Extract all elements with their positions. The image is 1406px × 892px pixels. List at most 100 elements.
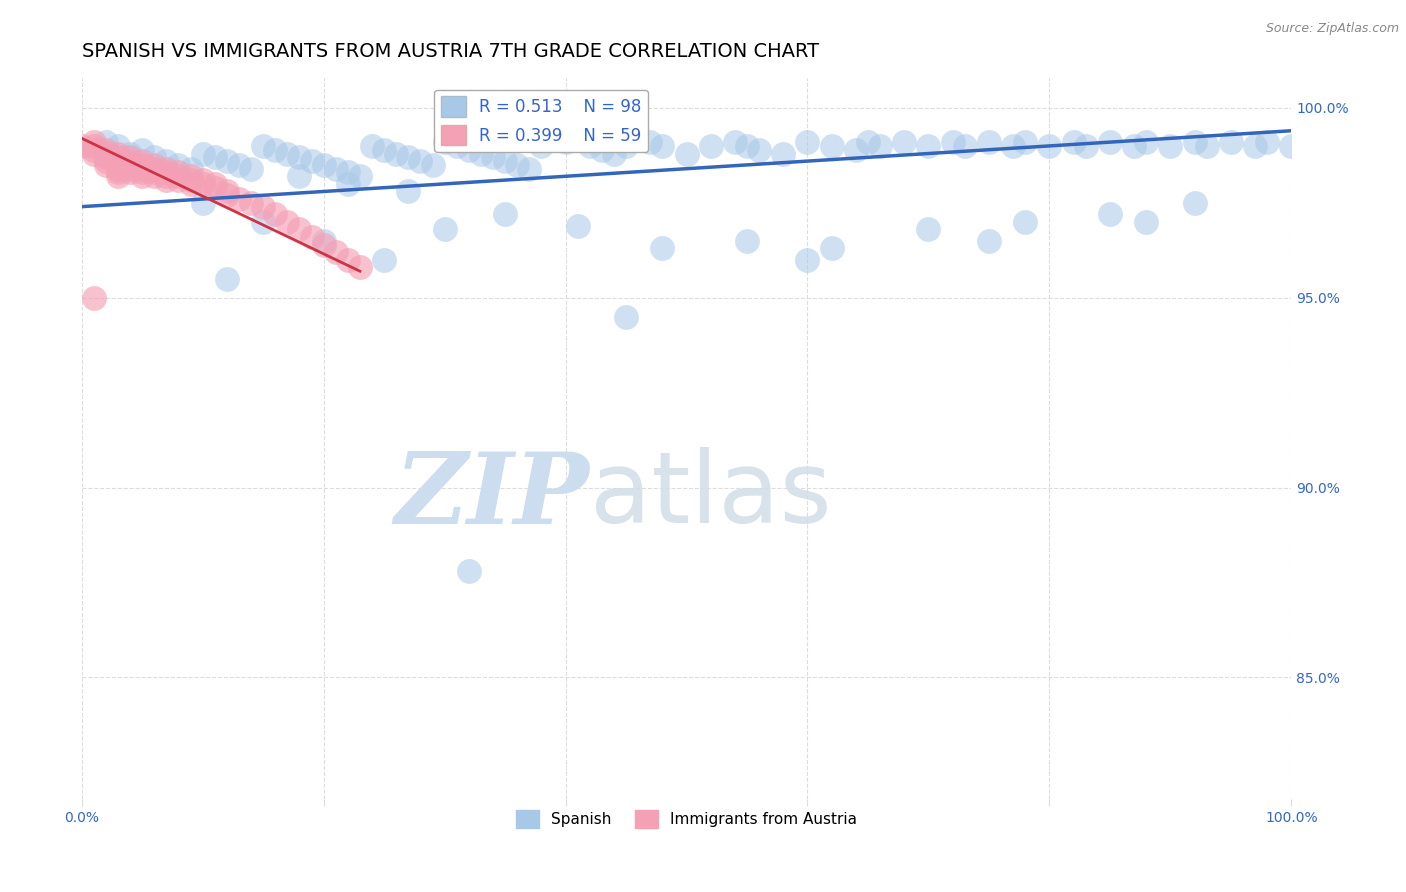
Point [893, 135, 915, 149]
Point [191, 146, 214, 161]
Text: Source: ZipAtlas.com: Source: ZipAtlas.com [1265, 22, 1399, 36]
Point [917, 139, 939, 153]
Point [614, 310, 637, 324]
Point [1135, 215, 1157, 229]
Point [191, 195, 214, 210]
Point [107, 161, 129, 176]
Point [107, 150, 129, 164]
Point [155, 173, 177, 187]
Point [215, 272, 238, 286]
Point [240, 161, 263, 176]
Point [724, 135, 747, 149]
Text: SPANISH VS IMMIGRANTS FROM AUSTRIA 7TH GRADE CORRELATION CHART: SPANISH VS IMMIGRANTS FROM AUSTRIA 7TH G… [82, 42, 818, 61]
Point [143, 158, 166, 172]
Point [131, 158, 153, 172]
Point [107, 169, 129, 184]
Point [180, 161, 202, 176]
Point [83, 291, 105, 305]
Point [131, 154, 153, 169]
Point [869, 139, 891, 153]
Point [349, 169, 371, 184]
Point [143, 150, 166, 164]
Point [1098, 135, 1121, 149]
Point [675, 146, 697, 161]
Point [554, 135, 576, 149]
Point [396, 150, 419, 164]
Point [1074, 139, 1097, 153]
Point [772, 146, 794, 161]
Point [180, 177, 202, 191]
Point [1014, 135, 1036, 149]
Point [191, 173, 214, 187]
Point [336, 165, 359, 179]
Point [94, 143, 117, 157]
Point [953, 139, 976, 153]
Point [1135, 135, 1157, 149]
Point [131, 143, 153, 157]
Point [167, 165, 190, 179]
Point [494, 154, 516, 169]
Point [796, 252, 818, 267]
Point [83, 139, 105, 153]
Point [1184, 195, 1206, 210]
Point [1038, 139, 1060, 153]
Point [312, 158, 335, 172]
Point [252, 200, 274, 214]
Point [651, 241, 673, 255]
Point [228, 158, 250, 172]
Point [325, 161, 347, 176]
Point [651, 139, 673, 153]
Point [143, 161, 166, 176]
Point [409, 154, 432, 169]
Point [325, 245, 347, 260]
Point [180, 169, 202, 184]
Point [120, 154, 142, 169]
Point [373, 252, 395, 267]
Point [288, 222, 311, 236]
Text: ZIP: ZIP [395, 448, 589, 544]
Point [614, 139, 637, 153]
Point [143, 165, 166, 179]
Point [977, 234, 1000, 248]
Point [94, 150, 117, 164]
Point [638, 135, 661, 149]
Point [603, 146, 626, 161]
Point [155, 165, 177, 179]
Point [301, 230, 323, 244]
Point [167, 173, 190, 187]
Point [591, 143, 613, 157]
Point [107, 165, 129, 179]
Point [1098, 207, 1121, 221]
Point [204, 150, 226, 164]
Point [349, 260, 371, 275]
Point [83, 135, 105, 149]
Point [276, 146, 298, 161]
Point [120, 150, 142, 164]
Point [180, 173, 202, 187]
Point [1184, 135, 1206, 149]
Point [215, 185, 238, 199]
Point [457, 564, 479, 578]
Point [131, 169, 153, 184]
Point [1195, 139, 1218, 153]
Point [107, 158, 129, 172]
Point [336, 252, 359, 267]
Point [373, 143, 395, 157]
Point [433, 135, 456, 149]
Point [735, 139, 758, 153]
Point [204, 180, 226, 194]
Point [821, 139, 844, 153]
Point [470, 146, 492, 161]
Point [977, 135, 1000, 149]
Point [94, 135, 117, 149]
Point [301, 154, 323, 169]
Point [1002, 139, 1025, 153]
Point [252, 215, 274, 229]
Point [155, 161, 177, 176]
Point [1256, 135, 1278, 149]
Point [396, 185, 419, 199]
Point [917, 222, 939, 236]
Point [422, 158, 444, 172]
Point [276, 215, 298, 229]
Point [120, 158, 142, 172]
